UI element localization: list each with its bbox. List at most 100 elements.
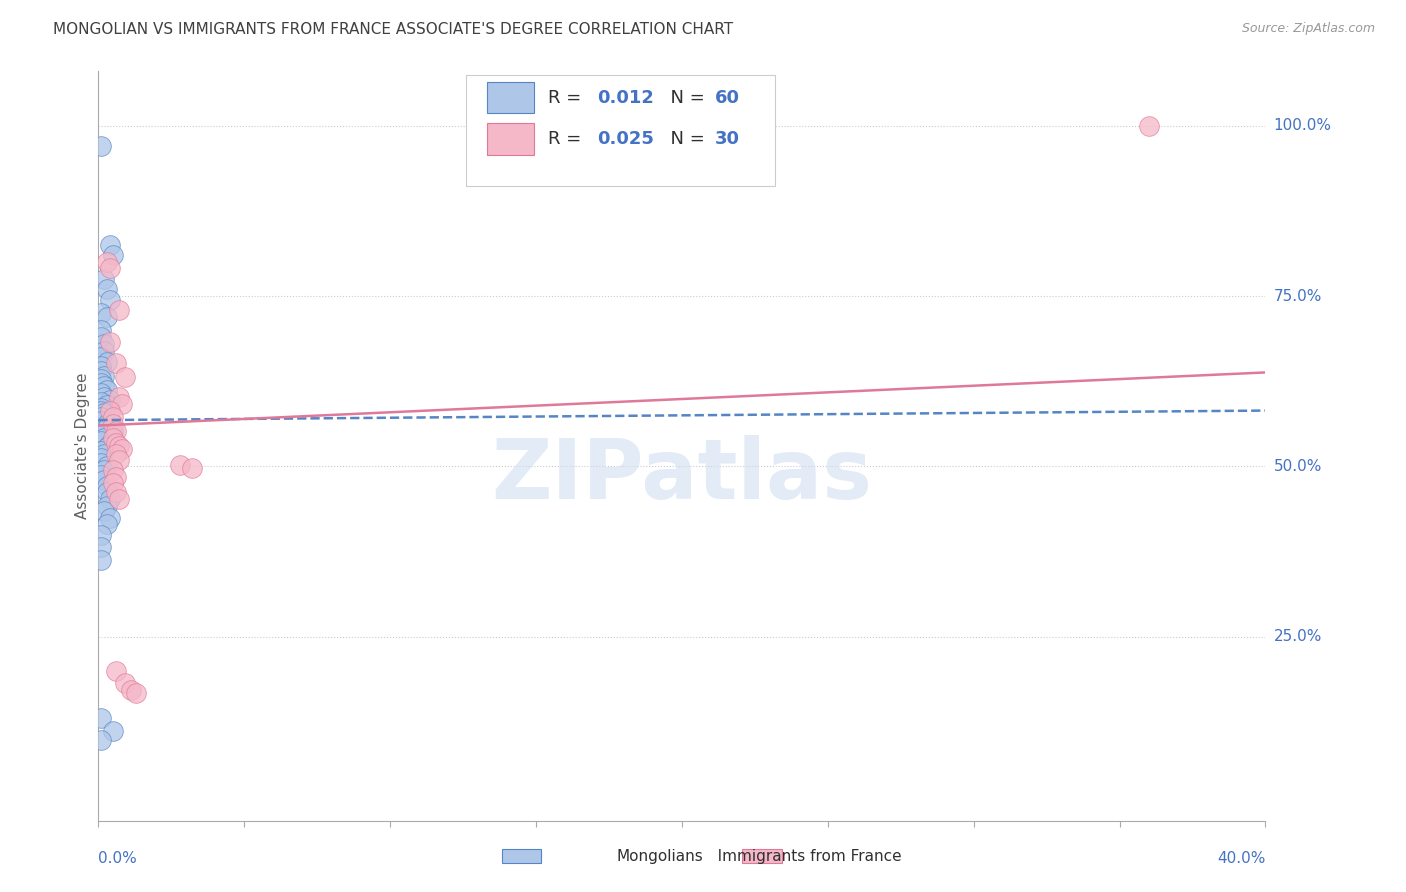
- Text: 30: 30: [714, 130, 740, 148]
- Point: [93, 390, 115, 404]
- Point: [90, 401, 112, 415]
- Point: [108, 302, 131, 317]
- Text: 40.0%: 40.0%: [1218, 851, 1265, 866]
- Point: [114, 676, 136, 690]
- Point: [1137, 119, 1160, 133]
- Point: [96, 420, 118, 434]
- Point: [104, 485, 127, 500]
- Bar: [742, 849, 782, 863]
- FancyBboxPatch shape: [465, 75, 775, 186]
- Point: [101, 410, 124, 425]
- Point: [93, 406, 115, 420]
- Point: [104, 664, 127, 678]
- Point: [101, 476, 124, 491]
- Point: [90, 351, 112, 365]
- Point: [104, 447, 127, 461]
- Point: [90, 434, 112, 448]
- Point: [98, 293, 121, 307]
- Point: [93, 473, 115, 487]
- Point: [90, 372, 112, 386]
- Point: [111, 442, 134, 457]
- Text: 50.0%: 50.0%: [1274, 459, 1322, 474]
- Point: [90, 527, 112, 541]
- Text: N =: N =: [658, 88, 710, 106]
- Point: [93, 336, 115, 351]
- Point: [90, 395, 112, 409]
- Point: [90, 385, 112, 400]
- Point: [90, 139, 112, 153]
- Point: [96, 310, 118, 324]
- Point: [93, 447, 115, 461]
- Point: [93, 368, 115, 383]
- Point: [90, 467, 112, 482]
- Point: [108, 452, 131, 467]
- Point: [96, 459, 118, 474]
- Point: [98, 238, 121, 252]
- Point: [98, 492, 121, 507]
- Text: 100.0%: 100.0%: [1274, 119, 1331, 133]
- Point: [98, 437, 121, 451]
- Point: [90, 359, 112, 373]
- Text: R =: R =: [548, 130, 586, 148]
- Point: [98, 403, 121, 417]
- Point: [90, 540, 112, 554]
- Text: 75.0%: 75.0%: [1274, 289, 1322, 303]
- Point: [98, 510, 121, 524]
- Point: [93, 343, 115, 358]
- Point: [96, 478, 118, 492]
- Point: [101, 431, 124, 445]
- Point: [90, 403, 112, 417]
- Point: [101, 417, 124, 432]
- Point: [120, 682, 142, 697]
- Point: [108, 390, 131, 404]
- Text: 25.0%: 25.0%: [1274, 629, 1322, 644]
- Text: R =: R =: [548, 88, 586, 106]
- Point: [104, 356, 127, 370]
- Point: [114, 369, 136, 384]
- Point: [96, 417, 118, 432]
- Text: MONGOLIAN VS IMMIGRANTS FROM FRANCE ASSOCIATE'S DEGREE CORRELATION CHART: MONGOLIAN VS IMMIGRANTS FROM FRANCE ASSO…: [53, 22, 734, 37]
- Point: [180, 460, 202, 475]
- Point: [96, 255, 118, 269]
- Text: 0.0%: 0.0%: [98, 851, 138, 866]
- Point: [90, 456, 112, 470]
- Point: [104, 469, 127, 483]
- Text: 0.025: 0.025: [596, 130, 654, 148]
- Point: [93, 431, 115, 445]
- Point: [96, 383, 118, 397]
- Point: [104, 424, 127, 438]
- Point: [125, 685, 148, 699]
- Point: [90, 426, 112, 441]
- Point: [90, 733, 112, 747]
- Point: [93, 504, 115, 518]
- Point: [101, 723, 124, 738]
- Point: [111, 397, 134, 411]
- Point: [93, 379, 115, 393]
- FancyBboxPatch shape: [486, 82, 534, 113]
- Bar: [502, 849, 541, 863]
- FancyBboxPatch shape: [486, 123, 534, 154]
- Point: [96, 282, 118, 296]
- Point: [96, 485, 118, 500]
- Point: [90, 711, 112, 725]
- Y-axis label: Associate's Degree: Associate's Degree: [75, 373, 90, 519]
- Point: [93, 463, 115, 477]
- Point: [101, 463, 124, 477]
- Point: [90, 330, 112, 344]
- Text: Source: ZipAtlas.com: Source: ZipAtlas.com: [1241, 22, 1375, 36]
- Point: [96, 517, 118, 532]
- Point: [90, 451, 112, 466]
- Point: [90, 444, 112, 458]
- Point: [96, 441, 118, 455]
- Text: Mongolians: Mongolians: [616, 849, 703, 863]
- Text: N =: N =: [658, 130, 710, 148]
- Text: Immigrants from France: Immigrants from France: [703, 849, 901, 863]
- Point: [90, 553, 112, 567]
- Point: [108, 492, 131, 507]
- Point: [96, 355, 118, 369]
- Point: [98, 260, 121, 275]
- Point: [98, 335, 121, 350]
- Point: [101, 248, 124, 262]
- Point: [169, 458, 191, 472]
- Point: [93, 272, 115, 286]
